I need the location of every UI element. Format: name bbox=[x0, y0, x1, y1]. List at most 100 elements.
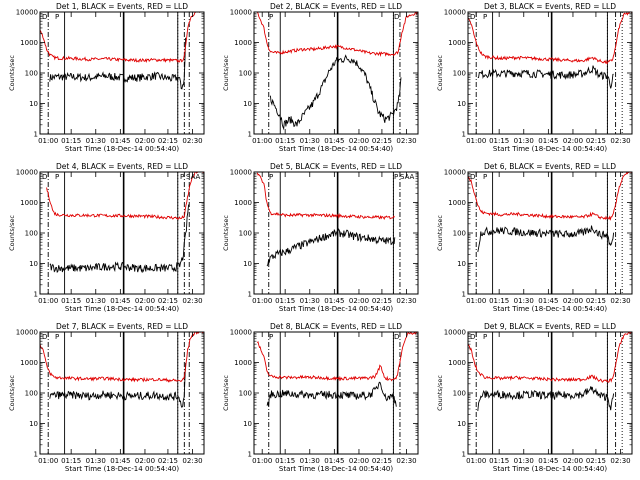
x-tick-label: 01:45 bbox=[324, 137, 344, 145]
x-tick-label: 02:15 bbox=[586, 457, 606, 465]
plot-data bbox=[46, 172, 204, 274]
y-tick-label: 100 bbox=[453, 390, 466, 398]
y-axis-label: Counts/sec bbox=[222, 375, 230, 411]
y-tick-label: 1000 bbox=[20, 199, 38, 207]
y-tick-label: 1000 bbox=[448, 199, 466, 207]
y-tick-label: 100 bbox=[25, 70, 38, 78]
plot-data bbox=[468, 172, 632, 253]
panel-title: Det 4, BLACK = Events, RED = LLD bbox=[56, 162, 188, 171]
y-axis-label: Counts/sec bbox=[8, 375, 16, 411]
y-tick-label: 10000 bbox=[16, 329, 38, 337]
x-tick-label: 01:45 bbox=[324, 297, 344, 305]
corner-label: P bbox=[483, 13, 487, 21]
x-tick-label: 02:00 bbox=[349, 137, 369, 145]
y-tick-label: 10000 bbox=[230, 329, 252, 337]
corner-label: P bbox=[483, 333, 487, 341]
corner-label: P bbox=[483, 173, 487, 181]
y-tick-label: 1 bbox=[462, 451, 466, 459]
x-tick-label: 01:00 bbox=[38, 137, 58, 145]
x-tick-label: 02:00 bbox=[135, 137, 155, 145]
lld-series-line bbox=[40, 12, 204, 64]
x-tick-label: 01:15 bbox=[489, 137, 509, 145]
y-tick-label: 10000 bbox=[16, 169, 38, 177]
y-tick-label: 1 bbox=[34, 131, 38, 139]
x-tick-label: 01:30 bbox=[86, 137, 106, 145]
x-tick-label: 01:15 bbox=[489, 297, 509, 305]
lld-series-line bbox=[468, 172, 632, 221]
y-tick-label: 10 bbox=[29, 420, 38, 428]
corner-label: P bbox=[55, 333, 59, 341]
panel-title: Det 3, BLACK = Events, RED = LLD bbox=[484, 2, 616, 11]
x-tick-label: 02:30 bbox=[610, 457, 630, 465]
x-tick-label: 02:00 bbox=[349, 457, 369, 465]
x-tick-label: 02:15 bbox=[372, 457, 392, 465]
panel-det-9: Det 9, BLACK = Events, RED = LLD D P 1 10 100… bbox=[436, 322, 633, 473]
plot-data bbox=[468, 12, 632, 89]
corner-label: D bbox=[394, 13, 399, 21]
plot-data bbox=[40, 12, 204, 90]
lld-series-line bbox=[468, 332, 632, 383]
x-axis-label: Start Time (18-Dec-14 00:54:40) bbox=[65, 465, 179, 473]
corner-label: P bbox=[394, 173, 398, 181]
panel-title: Det 6, BLACK = Events, RED = LLD bbox=[484, 162, 616, 171]
panel-title: Det 1, BLACK = Events, RED = LLD bbox=[56, 2, 188, 11]
panel-det-3: Det 3, BLACK = Events, RED = LLD D P 1 10 100… bbox=[436, 2, 633, 153]
lld-series-line bbox=[468, 12, 632, 64]
x-tick-label: 01:45 bbox=[324, 457, 344, 465]
x-tick-label: 01:00 bbox=[252, 137, 272, 145]
corner-label: D bbox=[470, 13, 475, 21]
x-axis-label: Start Time (18-Dec-14 00:54:40) bbox=[493, 465, 607, 473]
y-tick-label: 10000 bbox=[230, 9, 252, 17]
y-tick-label: 1 bbox=[462, 131, 466, 139]
panel-title: Det 5, BLACK = Events, RED = LLD bbox=[270, 162, 402, 171]
x-tick-label: 01:15 bbox=[489, 457, 509, 465]
events-series-line bbox=[477, 225, 615, 253]
x-tick-label: 02:15 bbox=[372, 297, 392, 305]
x-tick-label: 01:30 bbox=[86, 457, 106, 465]
events-series-line bbox=[49, 37, 187, 90]
y-tick-label: 100 bbox=[239, 390, 252, 398]
panel-title: Det 7, BLACK = Events, RED = LLD bbox=[56, 322, 188, 331]
x-tick-label: 01:30 bbox=[300, 457, 320, 465]
y-tick-label: 100 bbox=[453, 70, 466, 78]
y-tick-label: 1000 bbox=[234, 39, 252, 47]
lld-series-line bbox=[256, 332, 418, 382]
x-tick-label: 02:15 bbox=[586, 137, 606, 145]
corner-label: P bbox=[55, 173, 59, 181]
y-tick-label: 10 bbox=[29, 260, 38, 268]
x-tick-label: 02:30 bbox=[610, 137, 630, 145]
x-tick-label: 01:15 bbox=[61, 297, 81, 305]
x-axis-label: Start Time (18-Dec-14 00:54:40) bbox=[279, 305, 393, 313]
events-series-line bbox=[49, 362, 187, 409]
x-tick-label: 02:30 bbox=[610, 297, 630, 305]
y-tick-label: 10000 bbox=[444, 169, 466, 177]
x-tick-label: 02:00 bbox=[563, 457, 583, 465]
x-tick-label: 01:45 bbox=[110, 297, 130, 305]
plot-data bbox=[468, 332, 632, 411]
x-tick-label: 02:00 bbox=[135, 457, 155, 465]
corner-label: P bbox=[269, 173, 273, 181]
y-axis-label: Counts/sec bbox=[222, 55, 230, 91]
x-tick-label: 01:30 bbox=[300, 297, 320, 305]
lld-series-line bbox=[256, 12, 418, 57]
y-tick-label: 10000 bbox=[16, 9, 38, 17]
x-tick-label: 01:00 bbox=[38, 297, 58, 305]
x-tick-label: 01:00 bbox=[466, 457, 486, 465]
x-axis-label: Start Time (18-Dec-14 00:54:40) bbox=[65, 145, 179, 153]
x-tick-label: 02:15 bbox=[586, 297, 606, 305]
corner-label: P bbox=[269, 333, 273, 341]
panel-det-8: Det 8, BLACK = Events, RED = LLD P D 1 10 100… bbox=[222, 322, 419, 473]
lld-series-line bbox=[46, 172, 204, 220]
corner-label: D bbox=[42, 173, 47, 181]
panel-det-2: Det 2, BLACK = Events, RED = LLD P D 1 10 100… bbox=[222, 2, 419, 153]
x-tick-label: 01:45 bbox=[538, 297, 558, 305]
x-tick-label: 01:15 bbox=[275, 137, 295, 145]
x-tick-label: 01:00 bbox=[466, 297, 486, 305]
y-tick-label: 1 bbox=[248, 291, 252, 299]
x-axis-label: Start Time (18-Dec-14 00:54:40) bbox=[65, 305, 179, 313]
y-axis-label: Counts/sec bbox=[8, 215, 16, 251]
x-tick-label: 01:00 bbox=[466, 137, 486, 145]
panel-det-6: Det 6, BLACK = Events, RED = LLD D P 1 10 100… bbox=[436, 162, 633, 313]
